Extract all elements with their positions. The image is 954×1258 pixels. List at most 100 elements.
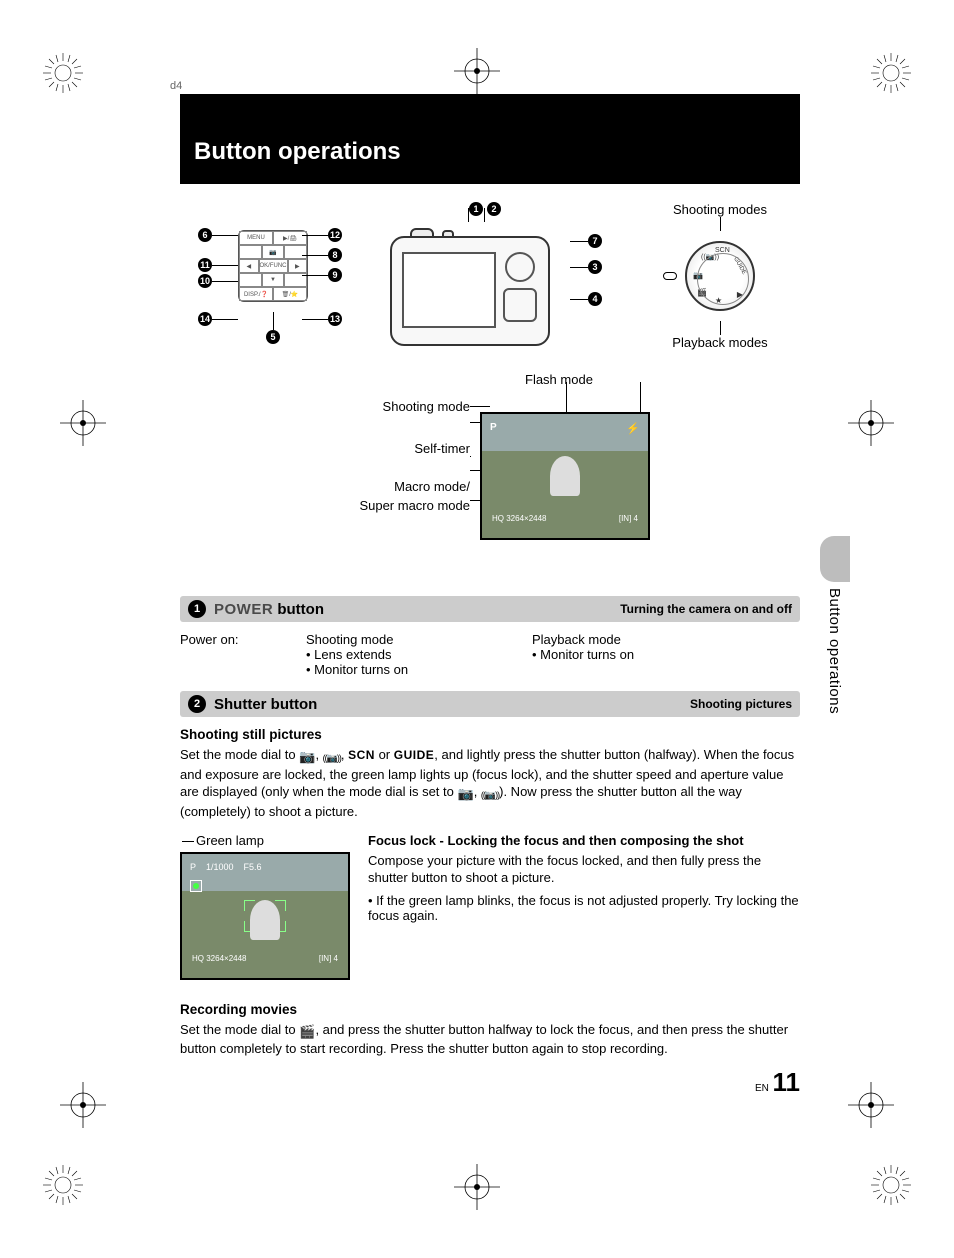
self-timer-label: Self-timer <box>270 440 470 458</box>
regmark-sun <box>40 50 86 96</box>
shoot-item-1: Lens extends <box>306 647 506 662</box>
play-mode-head: Playback mode <box>532 632 634 647</box>
play-item-1: Monitor turns on <box>532 647 634 662</box>
dial-movie-icon: 🎬 <box>697 288 707 297</box>
ctl-del: 🗑/⭐ <box>273 287 307 301</box>
lcd-flash-icon: ⚡ <box>626 422 640 435</box>
callout-8: 8 <box>328 248 342 262</box>
page-title: Button operations <box>194 138 800 166</box>
dial-guide-icon: GUIDE <box>732 256 747 275</box>
guide-icon: GUIDE <box>394 748 435 762</box>
power-subtitle: Turning the camera on and off <box>620 602 792 616</box>
lcd-mode-icon: P <box>490 422 497 433</box>
dial-play-icon: ▶ <box>737 290 743 299</box>
gl-count: 4 <box>334 954 338 963</box>
macro-mode-label: Macro mode/ Super macro mode <box>270 478 470 514</box>
callout-1: 1 <box>469 202 483 216</box>
regmark-cross <box>848 1082 894 1128</box>
focus-lock-head: Focus lock - Locking the focus and then … <box>368 833 744 848</box>
dial-scn-icon: SCN <box>715 247 730 254</box>
regmark-sun <box>868 1162 914 1208</box>
shutter-subtitle: Shooting pictures <box>690 697 792 711</box>
ctl-menu: MENU <box>239 231 273 245</box>
side-tab: Button operations <box>820 550 848 750</box>
ctl-ok: OK/FUNC <box>259 259 288 273</box>
dial-stab-icon: ((📷)) <box>701 253 719 261</box>
callout-2: 2 <box>487 202 501 216</box>
power-on-label: Power on: <box>180 632 280 677</box>
gl-speed: 1/1000 <box>206 862 234 872</box>
green-lamp-diagram: Green lamp P 1/1000 F5.6 HQ 3264×2448 [I… <box>180 833 350 980</box>
scn-icon: SCN <box>348 748 375 762</box>
callout-6: 6 <box>198 228 212 242</box>
control-pad-diagram: MENU ▶/🖨 📷 ◀ OK/FUNC ▶ ▼ <box>190 212 350 342</box>
regmark-cross <box>848 400 894 446</box>
callout-5: 5 <box>266 330 280 344</box>
green-lamp-label: Green lamp <box>196 833 350 848</box>
callout-13: 13 <box>328 312 342 326</box>
ctl-right: ▶ <box>288 259 308 273</box>
title-band: Button operations <box>180 94 800 184</box>
green-lamp-icon <box>190 880 202 892</box>
recording-movies-body: Set the mode dial to 🎬, and press the sh… <box>180 1021 800 1058</box>
header-code: d4 <box>170 80 800 92</box>
callout-14: 14 <box>198 312 212 326</box>
callout-4: 4 <box>588 292 602 306</box>
section-power-bar: 1 POWER button Turning the camera on and… <box>180 596 800 622</box>
still-pictures-head: Shooting still pictures <box>180 727 800 742</box>
regmark-cross <box>60 1082 106 1128</box>
shooting-modes-label: Shooting modes <box>640 202 800 217</box>
ctl-left: ◀ <box>239 259 259 273</box>
recording-movies-head: Recording movies <box>180 1002 800 1017</box>
regmark-cross <box>454 1164 500 1210</box>
gl-info: HQ 3264×2448 <box>192 954 247 968</box>
section-shutter-bar: 2 Shutter button Shooting pictures <box>180 691 800 717</box>
still-pictures-para: Set the mode dial to 📷, , SCN or GUIDE, … <box>180 746 800 821</box>
ctl-disp: DISP./❓ <box>239 287 273 301</box>
callout-11: 11 <box>198 258 212 272</box>
lcd-in: [IN] <box>619 514 631 523</box>
page-content: d4 Button operations MENU ▶/🖨 📷 ◀ OK/FUN… <box>180 80 800 1058</box>
focus-lock-bullet: If the green lamp blinks, the focus is n… <box>368 893 800 923</box>
page-number: EN 11 <box>755 1067 800 1098</box>
movie-icon: 🎬 <box>299 1023 315 1041</box>
focus-lock-row: Green lamp P 1/1000 F5.6 HQ 3264×2448 [I… <box>180 833 800 980</box>
focus-lock-body: Compose your picture with the focus lock… <box>368 852 800 887</box>
lcd-count: 4 <box>634 514 638 523</box>
callout-10: 10 <box>198 274 212 288</box>
side-tab-text: Button operations <box>826 588 843 714</box>
power-body: Power on: Shooting mode Lens extends Mon… <box>180 632 800 677</box>
ctl-play: ▶/🖨 <box>273 231 307 245</box>
regmark-cross <box>60 400 106 446</box>
camera-icon: 📷 <box>299 748 315 766</box>
power-button-word: button <box>277 601 324 618</box>
ctl-up: 📷 <box>262 245 285 259</box>
gl-in: [IN] <box>319 954 331 963</box>
section-num-2: 2 <box>188 695 206 713</box>
gl-p: P <box>190 862 196 872</box>
dial-cam-icon: 📷 <box>693 271 703 280</box>
stabilizer-icon <box>323 751 341 766</box>
callout-3: 3 <box>588 260 602 274</box>
mode-dial-diagram: Shooting modes 📷 SCN GUIDE ((📷)) ▶ ★ 🎬 P… <box>640 202 800 350</box>
stabilizer-icon <box>481 788 499 803</box>
section-num-1: 1 <box>188 600 206 618</box>
lcd-info: HQ 3264×2448 <box>492 514 547 528</box>
shutter-title: Shutter button <box>214 696 317 713</box>
flash-mode-label: Flash mode <box>525 372 593 387</box>
control-grid: MENU ▶/🖨 📷 ◀ OK/FUNC ▶ ▼ <box>238 230 308 302</box>
diagram-area: MENU ▶/🖨 📷 ◀ OK/FUNC ▶ ▼ <box>180 202 800 582</box>
gl-fnum: F5.6 <box>244 862 262 872</box>
regmark-sun <box>868 50 914 96</box>
shoot-item-2: Monitor turns on <box>306 662 506 677</box>
regmark-sun <box>40 1162 86 1208</box>
lcd-screen: P ⚡ HQ 3264×2448 [IN] 4 <box>480 412 650 540</box>
shooting-mode-label: Shooting mode <box>270 398 470 416</box>
dial-star-icon: ★ <box>715 296 722 305</box>
callout-9: 9 <box>328 268 342 282</box>
callout-12: 12 <box>328 228 342 242</box>
shoot-mode-head: Shooting mode <box>306 632 506 647</box>
playback-modes-label: Playback modes <box>640 335 800 350</box>
callout-7: 7 <box>588 234 602 248</box>
camera-icon: 📷 <box>458 785 474 803</box>
